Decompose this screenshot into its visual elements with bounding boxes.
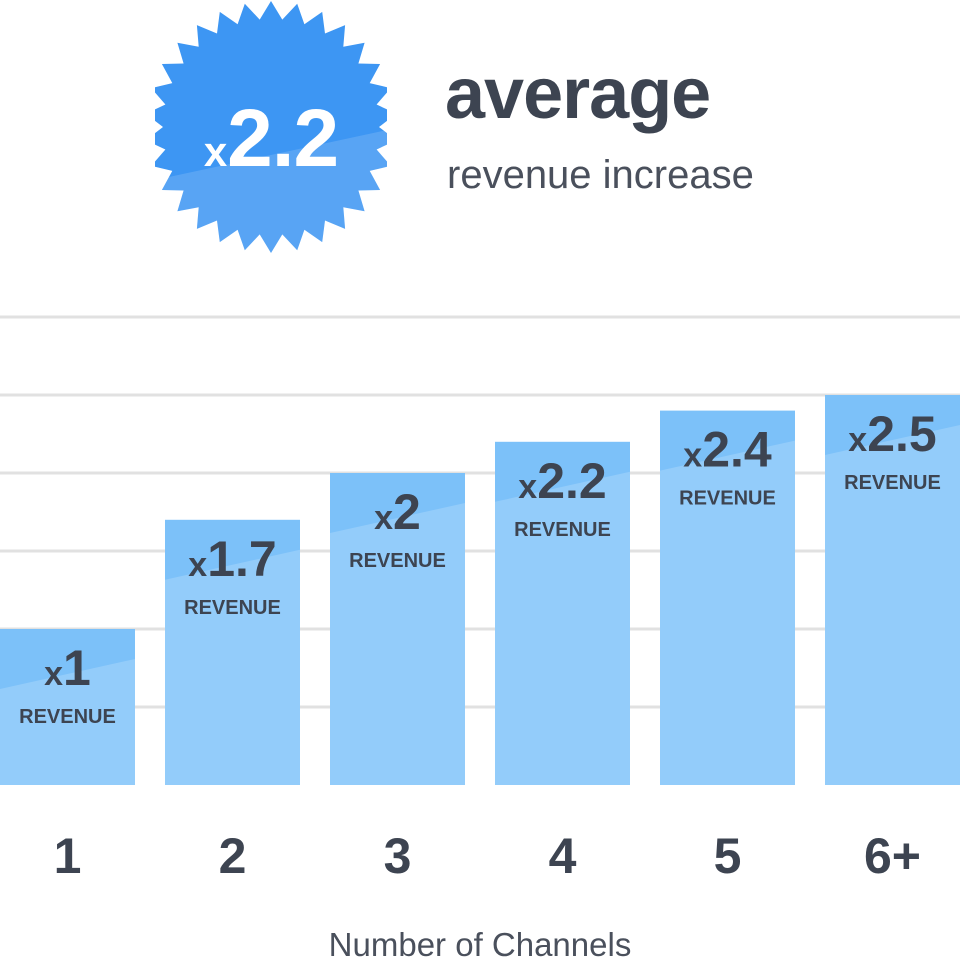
bar-value-label: x2.2	[518, 453, 606, 509]
bar-group: x1.7 REVENUE	[165, 519, 300, 785]
bar-caption-label: REVENUE	[19, 706, 116, 728]
bar-value-label: x1.7	[188, 531, 276, 587]
bar	[660, 410, 795, 785]
x-tick-label: 1	[54, 828, 82, 884]
bar-caption-label: REVENUE	[844, 472, 941, 494]
bar-value-label: x1	[44, 640, 91, 696]
badge-value: 2.2	[227, 93, 339, 184]
bar-caption-label: REVENUE	[349, 550, 446, 572]
badge-starburst-icon	[155, 1, 387, 253]
bar-chart: x1 REVENUE 1 x1.7 REVENUE 2 x2 REVENUE 3 x2.2 REVE…	[0, 315, 960, 884]
bar-group: x2.2 REVENUE	[495, 441, 630, 785]
badge-prefix: x	[203, 128, 228, 175]
bar	[495, 441, 630, 785]
bar-value-label: x2.5	[848, 406, 936, 462]
x-tick-label: 5	[714, 828, 742, 884]
x-tick-label: 3	[384, 828, 412, 884]
badge-label: x2.2	[155, 92, 387, 186]
x-tick-label: 4	[549, 828, 577, 884]
bar-sheen	[0, 659, 135, 785]
bar-sheen	[165, 549, 300, 785]
bar-sheen	[660, 440, 795, 785]
bar-sheen	[825, 425, 960, 785]
x-tick-label: 2	[219, 828, 247, 884]
bar-caption-label: REVENUE	[514, 519, 611, 541]
badge-shape	[155, 1, 387, 253]
bar	[165, 519, 300, 785]
bar-group: x1 REVENUE	[0, 629, 135, 785]
x-tick-label: 6+	[864, 828, 921, 884]
bar-group: x2 REVENUE	[330, 473, 465, 785]
x-axis-title: Number of Channels	[328, 926, 632, 963]
bar	[330, 473, 465, 785]
bar-value-label: x2.4	[683, 422, 772, 478]
bar-sheen	[495, 471, 630, 785]
bar-group: x2.4 REVENUE	[660, 410, 795, 785]
bar-sheen	[330, 503, 465, 785]
bar	[0, 629, 135, 785]
bar-value-label: x2	[374, 484, 421, 540]
bar-caption-label: REVENUE	[679, 488, 776, 510]
bar-caption-label: REVENUE	[184, 597, 281, 619]
headline: average	[445, 54, 711, 134]
badge: x2.2	[155, 0, 387, 254]
bar-group: x2.5 REVENUE	[825, 395, 960, 785]
bar	[825, 395, 960, 785]
subheadline: revenue increase	[447, 153, 754, 197]
